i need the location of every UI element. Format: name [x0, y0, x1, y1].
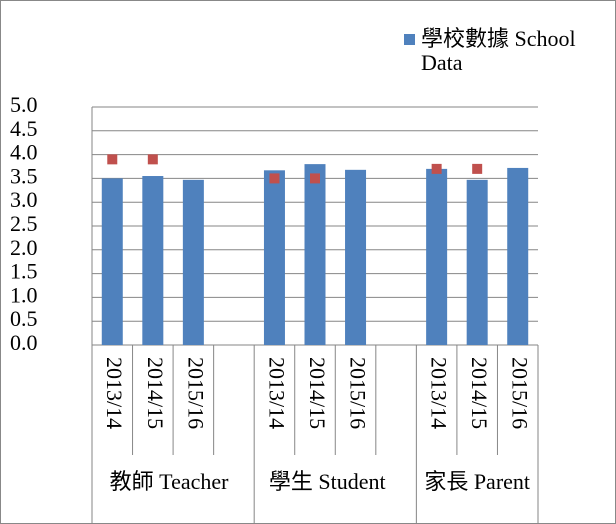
- y-tick-label: 4.5: [10, 116, 38, 141]
- marker: [269, 173, 280, 184]
- x-tick-label: 2014/15: [467, 357, 492, 429]
- bar: [263, 170, 285, 345]
- legend-label-box: 學校數據 School Data: [421, 27, 576, 75]
- x-tick-label: 2013/14: [427, 357, 452, 429]
- group-label: 學生 Student: [268, 470, 386, 494]
- legend-label: 學校數據 School Data: [421, 27, 576, 75]
- x-tick-label: 2013/14: [264, 357, 289, 429]
- bar: [507, 167, 529, 345]
- y-tick-label: 0.0: [10, 330, 38, 355]
- bar: [182, 179, 204, 345]
- bar: [426, 168, 448, 345]
- x-tick-label: 2015/16: [345, 357, 370, 429]
- y-tick-label: 1.0: [10, 282, 38, 307]
- y-tick-label: 3.0: [10, 187, 38, 212]
- y-tick-label: 1.5: [10, 259, 38, 284]
- group-label: 家長 Parent: [424, 470, 531, 494]
- marker: [147, 154, 158, 165]
- x-tick-label: 2014/15: [305, 357, 330, 429]
- marker: [310, 173, 320, 184]
- x-tick-label: 2015/16: [183, 357, 208, 429]
- x-tick-label: 2014/15: [143, 357, 168, 429]
- bar: [142, 176, 164, 345]
- y-tick-label: 2.0: [10, 235, 38, 260]
- x-tick-label: 2015/16: [508, 357, 533, 429]
- bar: [345, 169, 367, 345]
- group-label: 教師 Teacher: [109, 470, 229, 494]
- marker: [107, 154, 118, 165]
- y-tick-label: 2.5: [10, 211, 38, 236]
- y-tick-label: 5.0: [10, 92, 38, 117]
- bar: [101, 178, 123, 345]
- group-label-box: 家長 Parent: [424, 470, 531, 494]
- group-label-box: 學生 Student: [268, 470, 386, 494]
- legend-swatch: [404, 34, 415, 45]
- y-tick-label: 0.5: [10, 306, 38, 331]
- marker: [472, 163, 483, 174]
- group-label-box: 教師 Teacher: [109, 470, 229, 494]
- x-tick-label: 2013/14: [102, 357, 127, 429]
- y-tick-label: 3.5: [10, 163, 38, 188]
- y-tick-label: 4.0: [10, 140, 38, 165]
- bar: [304, 164, 326, 345]
- marker: [431, 163, 442, 174]
- bar: [466, 179, 488, 345]
